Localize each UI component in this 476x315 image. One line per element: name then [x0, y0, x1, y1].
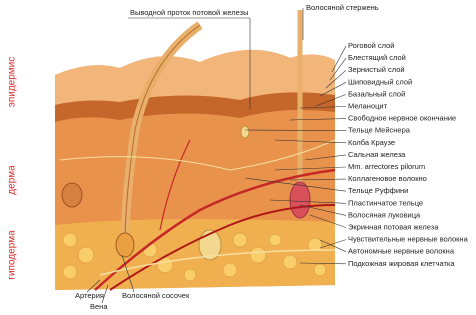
right-label: Тельце Руффини	[348, 186, 408, 195]
leader-line	[274, 139, 347, 144]
right-label: Автономные нервные волокна	[348, 247, 455, 256]
leader-line	[319, 239, 347, 249]
leader-line	[101, 284, 109, 304]
top-label: Выводной проток потовой железы	[130, 8, 248, 17]
side-label: дерма	[7, 165, 18, 195]
leader-line	[128, 17, 251, 110]
right-label: Колба Краузе	[348, 138, 395, 147]
side-label: эпидермис	[7, 57, 18, 108]
right-label: Волосяная луковица	[348, 210, 421, 219]
leader-line	[331, 45, 347, 73]
leader-line	[244, 177, 347, 192]
right-label: Пластинчатое тельце	[348, 198, 423, 207]
leader-line	[299, 262, 347, 265]
illustration	[55, 10, 336, 291]
top-label: Волосяной стержень	[306, 3, 379, 12]
right-label: Сальная железа	[348, 150, 406, 159]
leader-line	[304, 154, 347, 161]
leader-line	[315, 94, 347, 107]
right-label: Свободное нервное окончание	[348, 114, 456, 123]
leader-line	[244, 129, 347, 131]
right-label: Mm. arrectores pilorum	[348, 162, 425, 171]
right-label: Блестящий слой	[348, 53, 406, 62]
right-label: Роговой слой	[348, 41, 395, 50]
leader-line	[329, 57, 347, 81]
leader-line	[289, 118, 347, 121]
bottom-label: Вена	[90, 302, 108, 311]
leader-line	[274, 166, 347, 171]
leader-line	[121, 254, 135, 293]
leader-line	[299, 106, 347, 109]
right-label: Зернистый слой	[348, 65, 405, 74]
leader-line	[319, 239, 347, 252]
right-label: Подкожная жировая клетчатка	[348, 259, 455, 268]
right-label: Коллагеновое волокно	[348, 174, 427, 183]
leader-line	[269, 199, 347, 204]
leader-line	[289, 178, 347, 181]
leader-line	[325, 69, 347, 89]
right-label: Экринная потовая железа	[348, 222, 439, 231]
bottom-label: Артерия	[75, 291, 104, 300]
leader-line	[299, 204, 347, 216]
right-label: Чувствительные нервные волокна	[348, 235, 469, 244]
leader-line	[319, 82, 347, 97]
right-label: Базальный слой	[348, 89, 405, 98]
leader-line	[309, 214, 347, 228]
right-label: Шиповидный слой	[348, 77, 412, 86]
labels: эпидермис дерма гиподерма Роговой слой Блест…	[7, 3, 469, 311]
right-label: Тельце Мейснера	[348, 126, 411, 135]
side-label: гиподерма	[7, 230, 18, 280]
bottom-label: Волосяной сосочек	[122, 291, 190, 300]
right-label: Меланоцит	[348, 101, 388, 110]
leader-line	[86, 279, 101, 293]
